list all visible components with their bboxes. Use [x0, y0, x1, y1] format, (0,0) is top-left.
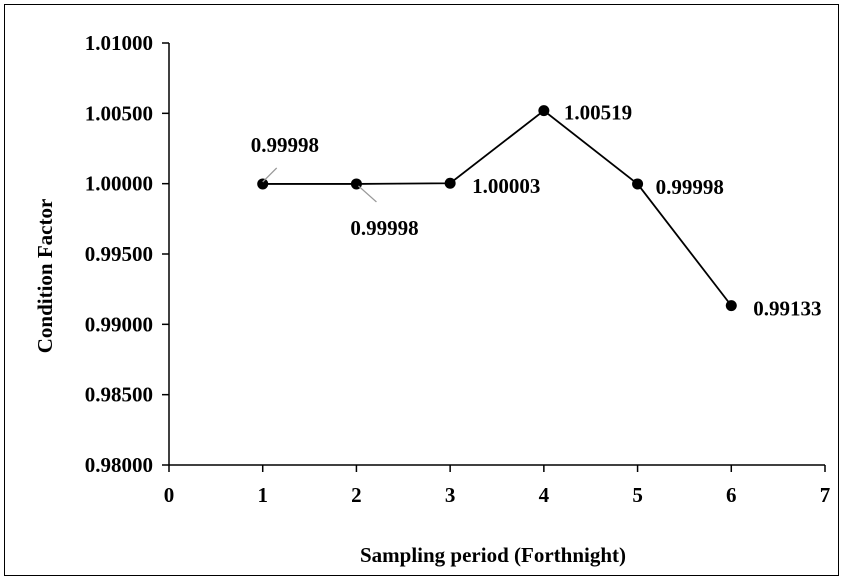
data-label: 0.99133: [753, 297, 821, 321]
series-line: [257, 105, 737, 312]
y-tick-label: 0.99500: [85, 242, 153, 266]
y-tick-label: 1.00500: [85, 101, 153, 125]
x-tick-label: 5: [632, 483, 643, 507]
data-label: 0.99998: [656, 175, 724, 199]
data-point: [632, 178, 644, 190]
x-tick-label: 0: [164, 483, 175, 507]
data-label: 1.00519: [564, 101, 632, 125]
data-label-leader: [357, 185, 377, 203]
data-label: 0.99998: [251, 133, 319, 157]
chart-frame: [4, 4, 839, 576]
x-tick-label: 7: [820, 483, 831, 507]
y-tick-label: 0.99000: [85, 312, 153, 336]
x-tick-label: 2: [351, 483, 362, 507]
data-point: [725, 300, 737, 312]
data-point: [257, 178, 269, 190]
data-label: 0.99998: [350, 216, 418, 240]
axis-ticks: 0.98000 0.98500 0.99000 0.99500 1.00000 1.005…: [85, 31, 831, 507]
axes: [168, 43, 825, 466]
y-tick-label: 1.00000: [85, 172, 153, 196]
y-tick-label: 0.98500: [85, 383, 153, 407]
y-axis-title: Condition Factor: [33, 199, 57, 354]
x-tick-label: 1: [257, 483, 268, 507]
x-tick-label: 4: [539, 483, 550, 507]
x-tick-label: 6: [726, 483, 737, 507]
data-point: [444, 177, 456, 189]
y-tick-label: 1.01000: [85, 31, 153, 55]
y-tick-label: 0.98000: [85, 453, 153, 477]
series-polyline: [262, 109, 732, 307]
data-label: 1.00003: [472, 174, 540, 198]
x-axis-title: Sampling period (Forthnight): [360, 543, 626, 567]
data-point: [538, 105, 550, 117]
x-tick-label: 3: [445, 483, 456, 507]
data-label-leader: [262, 167, 278, 183]
data-labels: 0.99998 0.99998 1.00003 1.00519 0.99998 0.991…: [251, 101, 822, 321]
